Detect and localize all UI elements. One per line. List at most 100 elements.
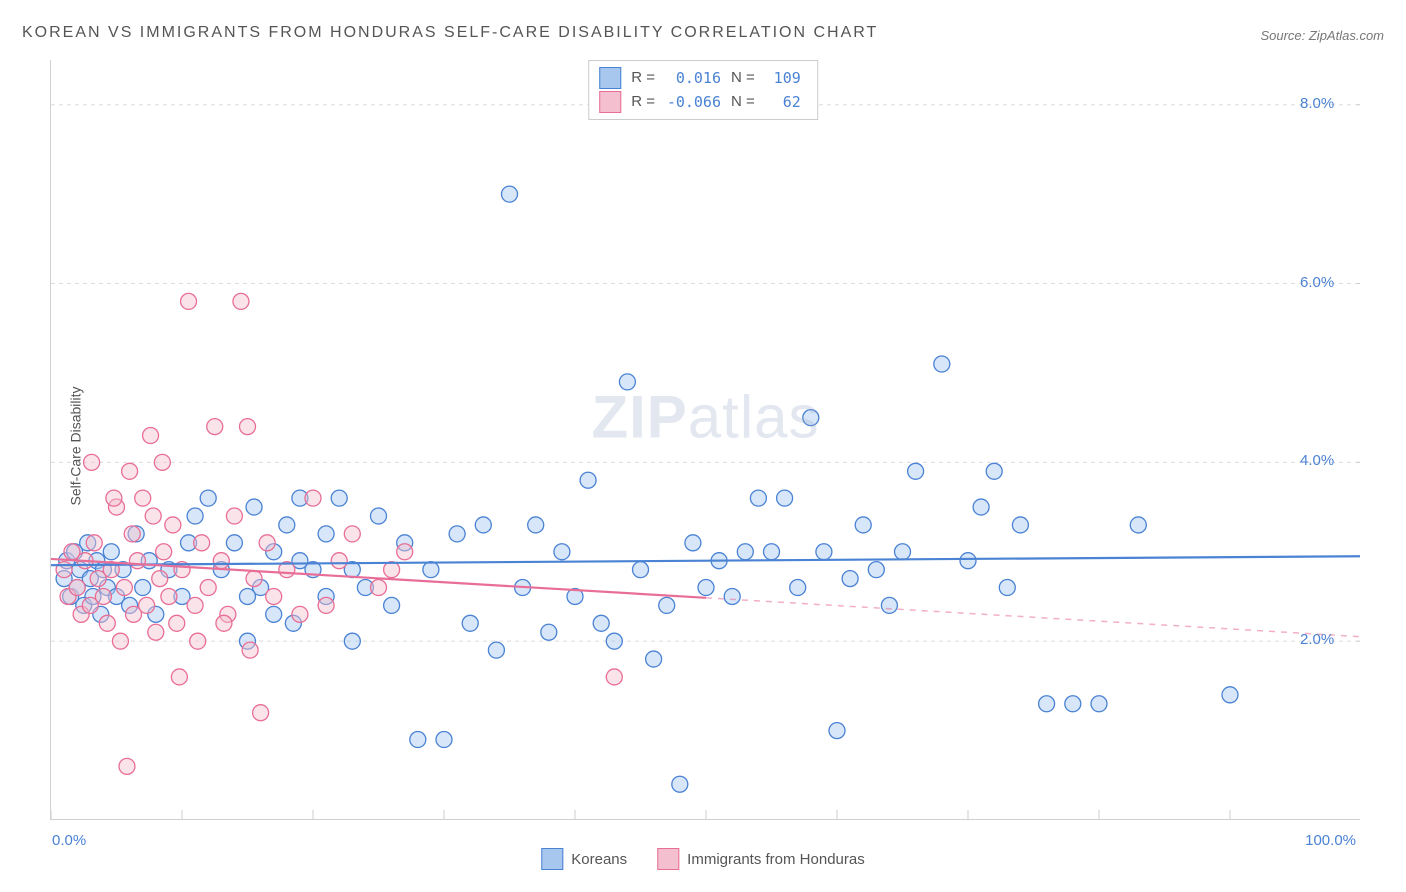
data-point xyxy=(122,463,138,479)
data-point xyxy=(129,553,145,569)
data-point xyxy=(659,597,675,613)
data-point xyxy=(1065,696,1081,712)
chart-title: KOREAN VS IMMIGRANTS FROM HONDURAS SELF-… xyxy=(22,24,878,42)
legend-label: Immigrants from Honduras xyxy=(687,851,865,868)
legend-swatch xyxy=(541,848,563,870)
data-point xyxy=(99,615,115,631)
n-value: 109 xyxy=(765,66,801,90)
source-label: Source: ZipAtlas.com xyxy=(1260,28,1384,43)
data-point xyxy=(84,454,100,470)
legend-swatch xyxy=(657,848,679,870)
data-point xyxy=(606,633,622,649)
data-point xyxy=(672,776,688,792)
data-point xyxy=(685,535,701,551)
data-point xyxy=(187,597,203,613)
n-value: 62 xyxy=(765,90,801,114)
data-point xyxy=(881,597,897,613)
data-point xyxy=(449,526,465,542)
data-point xyxy=(790,580,806,596)
data-point xyxy=(698,580,714,596)
data-point xyxy=(226,535,242,551)
legend-swatch xyxy=(599,91,621,113)
data-point xyxy=(384,562,400,578)
data-point xyxy=(292,606,308,622)
data-point xyxy=(1222,687,1238,703)
data-point xyxy=(279,517,295,533)
data-point xyxy=(1039,696,1055,712)
data-point xyxy=(194,535,210,551)
data-point xyxy=(116,580,132,596)
data-point xyxy=(165,517,181,533)
legend-stats-box: R =0.016N =109R =-0.066N =62 xyxy=(588,60,818,120)
data-point xyxy=(541,624,557,640)
r-label: R = xyxy=(631,66,655,90)
legend-label: Koreans xyxy=(571,851,627,868)
data-point xyxy=(305,490,321,506)
data-point xyxy=(502,186,518,202)
y-tick-label: 8.0% xyxy=(1300,95,1334,112)
y-tick-label: 6.0% xyxy=(1300,274,1334,291)
data-point xyxy=(106,490,122,506)
data-point xyxy=(240,588,256,604)
data-point xyxy=(410,732,426,748)
data-point xyxy=(240,419,256,435)
data-point xyxy=(973,499,989,515)
x-tick-right: 100.0% xyxy=(1305,832,1356,849)
data-point xyxy=(266,588,282,604)
data-point xyxy=(1091,696,1107,712)
data-point xyxy=(371,508,387,524)
data-point xyxy=(724,588,740,604)
legend-item: Koreans xyxy=(541,848,627,870)
data-point xyxy=(777,490,793,506)
data-point xyxy=(187,508,203,524)
data-point xyxy=(135,490,151,506)
data-point xyxy=(842,571,858,587)
data-point xyxy=(331,490,347,506)
data-point xyxy=(246,571,262,587)
data-point xyxy=(103,544,119,560)
data-point xyxy=(488,642,504,658)
data-point xyxy=(619,374,635,390)
data-point xyxy=(190,633,206,649)
data-point xyxy=(154,454,170,470)
data-point xyxy=(633,562,649,578)
legend-bottom: Koreans Immigrants from Honduras xyxy=(541,848,864,870)
data-point xyxy=(119,758,135,774)
data-point xyxy=(171,669,187,685)
data-point xyxy=(318,526,334,542)
data-point xyxy=(213,553,229,569)
data-point xyxy=(960,553,976,569)
legend-stat-row: R =-0.066N =62 xyxy=(599,90,801,114)
data-point xyxy=(69,580,85,596)
data-point xyxy=(646,651,662,667)
plot-area: ZIPatlas xyxy=(50,60,1360,820)
n-label: N = xyxy=(731,66,755,90)
r-label: R = xyxy=(631,90,655,114)
data-point xyxy=(148,624,164,640)
data-point xyxy=(143,428,159,444)
data-point xyxy=(750,490,766,506)
data-point xyxy=(868,562,884,578)
data-point xyxy=(397,544,413,560)
r-value: 0.016 xyxy=(665,66,721,90)
data-point xyxy=(908,463,924,479)
data-point xyxy=(462,615,478,631)
n-label: N = xyxy=(731,90,755,114)
data-point xyxy=(423,562,439,578)
data-point xyxy=(259,535,275,551)
data-point xyxy=(803,410,819,426)
data-point xyxy=(1012,517,1028,533)
data-point xyxy=(593,615,609,631)
data-point xyxy=(554,544,570,560)
data-point xyxy=(124,526,140,542)
data-point xyxy=(233,293,249,309)
data-point xyxy=(829,723,845,739)
y-tick-label: 4.0% xyxy=(1300,452,1334,469)
data-point xyxy=(344,526,360,542)
data-point xyxy=(371,580,387,596)
legend-swatch xyxy=(599,67,621,89)
data-point xyxy=(135,580,151,596)
data-point xyxy=(139,597,155,613)
data-point xyxy=(580,472,596,488)
data-point xyxy=(266,606,282,622)
